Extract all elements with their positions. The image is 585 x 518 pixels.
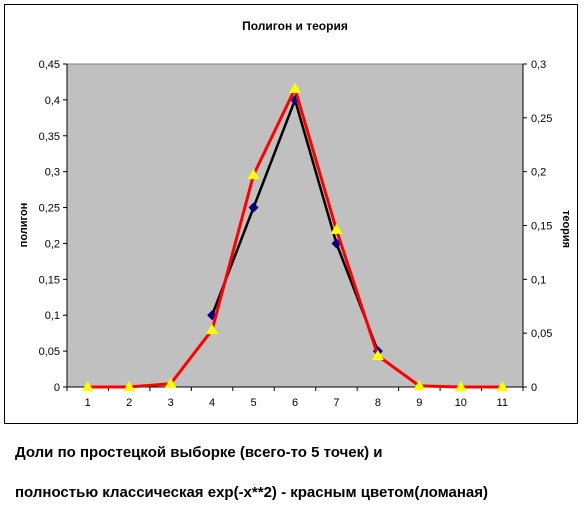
y2-tick-label: 0,25 [531,113,552,125]
x-tick-label: 4 [209,397,215,409]
y2-tick-label: 0,05 [531,328,552,340]
y-tick-label: 0,15 [39,274,60,286]
x-tick-label: 8 [375,397,381,409]
x-tick-label: 6 [292,397,298,409]
x-tick-label: 7 [333,397,339,409]
series-2-point [496,381,509,392]
y2-tick-label: 0,2 [531,167,546,179]
y2-axis-label: теория [560,210,572,248]
y-tick-label: 0,1 [45,310,60,322]
y-tick-label: 0,3 [45,167,60,179]
y2-tick-label: 0 [531,382,537,394]
x-tick-label: 1 [85,397,91,409]
caption-line-2: полностью классическая exp(-x**2) - крас… [15,484,489,501]
y-tick-label: 0 [54,382,60,394]
y-tick-label: 0,05 [39,346,60,358]
series-2-point [81,381,94,392]
y-axis-label: полигон [18,203,30,248]
plot-group: 00,050,10,150,20,250,30,350,40,4500,050,… [39,59,553,409]
series-2-point [330,223,343,235]
series-2-point [123,381,136,392]
chart-area: Полигон и теория полигон теория 0 0,05 0,1… [4,4,578,424]
x-tick-label: 2 [126,397,132,409]
chart-title: Полигон и теория [242,19,348,33]
plot-background [66,63,524,388]
y2-tick-label: 0,15 [531,221,552,233]
series-2-point [413,379,426,391]
y-tick-label: 0,25 [39,203,60,215]
series-2-point [371,349,384,360]
y2-tick-label: 0,1 [531,274,546,286]
series-2-point [247,168,260,180]
chart-svg: Полигон и теория полигон теория 0 0,05 0,1… [18,19,572,409]
y-tick-label: 0,45 [39,59,60,71]
y-tick-label: 0,2 [45,238,60,250]
y-tick-label: 0,35 [39,131,60,143]
y2-tick-label: 0,3 [531,59,546,71]
series-2-point [206,323,219,335]
series-2-point [454,381,467,392]
series-2-point [289,82,301,93]
x-tick-label: 9 [416,397,422,409]
x-tick-label: 10 [455,397,467,409]
x-tick-label: 11 [497,397,508,409]
x-tick-label: 3 [168,397,174,409]
x-tick-label: 5 [250,397,256,409]
series-2-point [164,377,177,388]
caption-line-1: Доли по простецкой выборке (всего-то 5 т… [15,444,383,461]
y-tick-label: 0,4 [45,95,60,107]
series-1-point [248,202,259,213]
